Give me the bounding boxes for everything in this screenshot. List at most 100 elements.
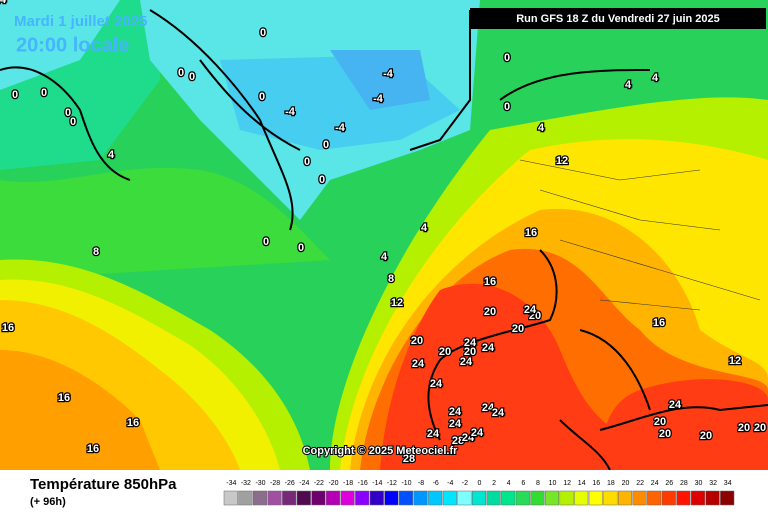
isotherm-label: 24	[464, 337, 477, 349]
isotherm-label: -4	[335, 122, 346, 134]
scale-tick-label: -8	[418, 480, 424, 487]
scale-tick-label: -28	[270, 480, 280, 487]
scale-swatch	[471, 490, 487, 506]
scale-tick-label: 20	[622, 480, 630, 487]
scale-swatch	[617, 490, 633, 506]
isotherm-label: 24	[460, 356, 473, 368]
isotherm-label: 24	[0, 0, 7, 6]
isotherm-label: 4	[381, 251, 388, 263]
isotherm-label: 0	[41, 87, 47, 99]
scale-tick-label: 24	[651, 480, 659, 487]
scale-tick-label: -10	[401, 480, 411, 487]
scale-swatch	[603, 490, 618, 506]
scale-swatch	[676, 490, 691, 506]
scale-tick-label: 34	[724, 480, 732, 487]
scale-tick-label: 4	[507, 480, 511, 487]
scale-swatch	[296, 490, 311, 506]
isotherm-label: 0	[65, 107, 71, 119]
scale-swatch	[559, 490, 574, 506]
isotherm-label: 4	[108, 149, 115, 161]
isotherm-label: 20	[654, 416, 666, 428]
isotherm-label: 16	[525, 227, 537, 239]
scale-tick-label: -24	[299, 480, 309, 487]
scale-swatch	[690, 490, 706, 506]
isotherm-label: 0	[259, 91, 265, 103]
scale-tick-label: 26	[665, 480, 673, 487]
scale-tick-label: -18	[343, 480, 353, 487]
isotherm-label: -4	[383, 68, 394, 80]
scale-swatch	[369, 490, 384, 506]
isotherm-label: 20	[484, 306, 496, 318]
isotherm-label: 0	[319, 174, 325, 186]
isotherm-label: 24	[482, 402, 495, 414]
scale-tick-label: -12	[387, 480, 397, 487]
scale-swatch	[515, 490, 530, 506]
isotherm-label: 20	[439, 346, 451, 358]
scale-tick-label: 6	[521, 480, 525, 487]
scale-swatch	[530, 490, 545, 506]
isotherm-label: 28	[403, 453, 415, 465]
scale-swatch	[544, 490, 560, 506]
isotherm-label: 0	[504, 101, 510, 113]
scale-swatch	[588, 490, 603, 506]
scale-tick-label: 12	[563, 480, 571, 487]
isotherm-label: 20	[464, 346, 476, 358]
isotherm-label: 24	[449, 418, 462, 430]
scale-swatch	[720, 490, 735, 506]
isotherm-label: 0	[304, 156, 310, 168]
isotherm-label: 24	[449, 406, 462, 418]
isotherm-label: 0	[298, 242, 304, 254]
isotherm-label: 20	[411, 335, 423, 347]
isotherm-label: 12	[556, 155, 568, 167]
scale-swatch	[647, 490, 662, 506]
scale-swatch	[457, 490, 472, 506]
isotherm-label: 20	[659, 428, 671, 440]
isotherm-label: 12	[729, 355, 741, 367]
scale-tick-label: 14	[578, 480, 586, 487]
isotherm-label: 20	[512, 323, 524, 335]
scale-swatch	[413, 490, 428, 506]
copyright: Copyright © 2025 Meteociel.fr	[303, 445, 459, 457]
date: Mardi 1 juillet 2025	[14, 13, 147, 30]
scale-tick-label: -32	[241, 480, 251, 487]
isotherm-label: 4	[421, 222, 428, 234]
scale-tick-label: -14	[372, 480, 382, 487]
isotherm-label: 20	[754, 422, 766, 434]
scale-tick-label: 22	[636, 480, 644, 487]
scale-tick-label: -2	[462, 480, 468, 487]
scale-tick-label: 10	[549, 480, 557, 487]
scale-tick-label: 16	[592, 480, 600, 487]
scale-swatch	[661, 490, 676, 506]
isotherm-label: 24	[492, 407, 505, 419]
map	[0, 0, 768, 471]
isotherm-label: 0	[189, 71, 195, 83]
scale-tick-label: 32	[709, 480, 717, 487]
isotherm-label: 20	[738, 422, 750, 434]
scale-tick-label: -30	[255, 480, 265, 487]
scale-swatch	[501, 490, 516, 506]
isotherm-label: 16	[2, 322, 14, 334]
isotherm-label: 20	[700, 430, 712, 442]
isotherm-label: 0	[12, 89, 18, 101]
isotherm-label: -4	[373, 93, 384, 105]
isotherm-label: 16	[58, 392, 70, 404]
run-box	[470, 8, 766, 29]
isotherm-label: 16	[87, 443, 99, 455]
isotherm-label: 16	[484, 276, 496, 288]
scale-swatch	[428, 490, 443, 506]
scale-tick-label: 0	[478, 480, 482, 487]
scale-tick-label: -20	[328, 480, 338, 487]
footer-title: Température 850hPa	[30, 476, 177, 493]
scale-swatch	[311, 490, 326, 506]
isotherm-label: -4	[285, 106, 296, 118]
isotherm-label: 28	[452, 435, 464, 447]
isotherm-label: 0	[178, 67, 184, 79]
scale-swatch	[442, 490, 457, 506]
isotherm-label: 24	[524, 304, 537, 316]
scale-swatch	[340, 490, 355, 506]
time: 20:00 locale	[16, 34, 129, 56]
scale-swatch	[398, 490, 414, 506]
lead-time: (+ 96h)	[30, 496, 66, 508]
